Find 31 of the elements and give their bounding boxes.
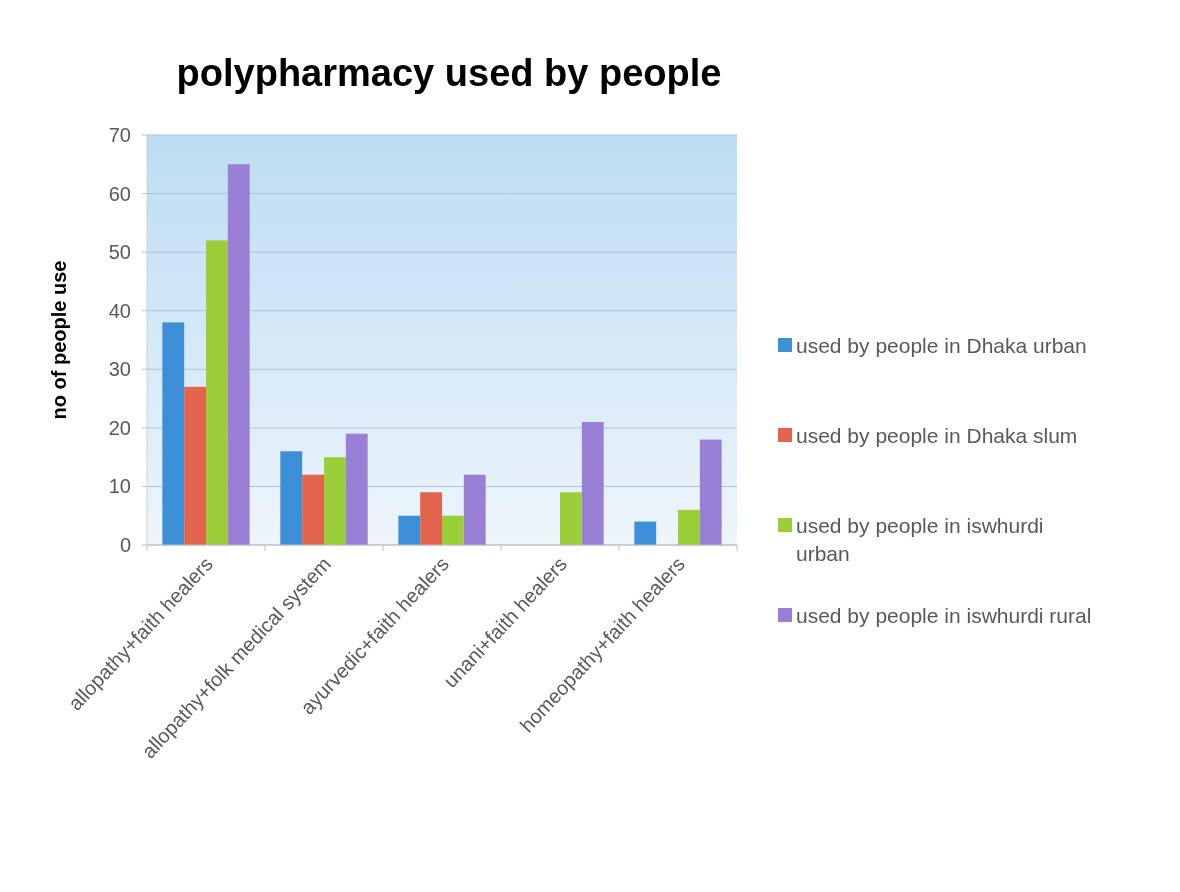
bar xyxy=(206,240,228,545)
bar xyxy=(442,515,464,545)
y-tick-label: 20 xyxy=(108,416,131,439)
y-axis-title: no of people use xyxy=(48,260,70,420)
legend-label: used by people in Dhaka urban xyxy=(796,334,1087,358)
y-tick-label: 40 xyxy=(108,299,131,322)
y-tick-label: 60 xyxy=(108,182,131,205)
bar xyxy=(581,422,604,545)
bar xyxy=(634,521,657,545)
bar xyxy=(162,322,185,545)
bar xyxy=(463,474,486,545)
y-tick-label: 50 xyxy=(108,241,131,264)
legend-label: used by people in iswhurdi urban xyxy=(796,514,1044,565)
bar xyxy=(699,439,722,545)
bar xyxy=(420,492,442,545)
y-tick-label: 70 xyxy=(108,124,131,146)
y-tick-label: 0 xyxy=(119,534,131,556)
bar xyxy=(184,386,206,545)
bar xyxy=(324,457,346,545)
bar xyxy=(345,433,368,545)
bar xyxy=(678,509,700,545)
y-tick-label: 10 xyxy=(108,475,131,498)
bar xyxy=(280,451,303,545)
legend-label: used by people in iswhurdi rural xyxy=(796,604,1092,628)
bar xyxy=(227,164,250,545)
bar xyxy=(398,515,421,545)
bar xyxy=(302,474,324,545)
chart-title: polypharmacy used by people xyxy=(176,52,722,94)
bar xyxy=(560,492,582,545)
legend-label: used by people in Dhaka slum xyxy=(796,424,1078,448)
y-tick-label: 30 xyxy=(108,358,131,381)
